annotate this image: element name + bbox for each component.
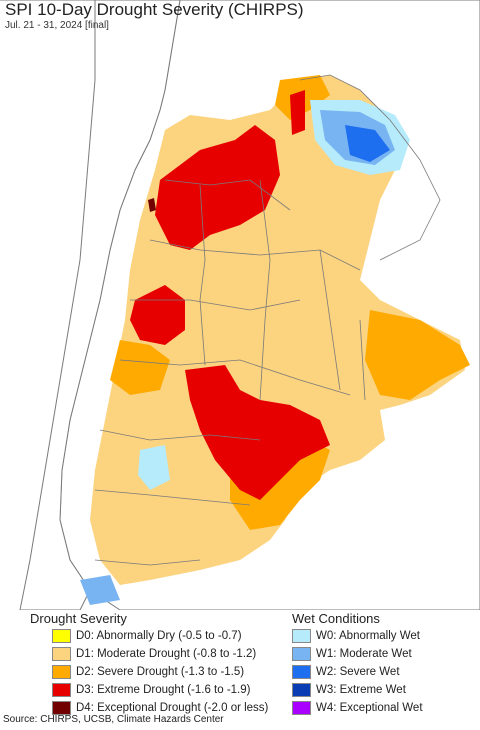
legend-label: D0: Abnormally Dry (-0.5 to -0.7) [76,630,242,642]
legend-label: D4: Exceptional Drought (-2.0 or less) [76,702,269,714]
legend-label: W3: Extreme Wet [316,684,406,696]
d3-region-northeast [290,90,305,135]
legend-swatch [52,701,71,715]
legend-item-w1: W1: Moderate Wet [292,645,423,663]
legend-swatch [52,629,71,643]
date-range: Jul. 21 - 31, 2024 [final] [5,20,109,31]
legend-label: W2: Severe Wet [316,666,400,678]
legend-item-w2: W2: Severe Wet [292,663,423,681]
legend-drought: D0: Abnormally Dry (-0.5 to -0.7) D1: Mo… [52,627,268,717]
d2-region-east [365,310,470,400]
d3-region-pampas [185,365,330,500]
w1-region-south [80,575,120,605]
chile-region [19,0,181,610]
legend-item-d2: D2: Severe Drought (-1.3 to -1.5) [52,663,268,681]
legend-swatch [292,629,311,643]
legend-item-d0: D0: Abnormally Dry (-0.5 to -0.7) [52,627,268,645]
d4-region [148,198,156,212]
legend-drought-title: Drought Severity [30,611,127,626]
legend-swatch [292,683,311,697]
legend-item-w3: W3: Extreme Wet [292,681,423,699]
legend-label: D1: Moderate Drought (-0.8 to -1.2) [76,648,257,660]
legend-item-d1: D1: Moderate Drought (-0.8 to -1.2) [52,645,268,663]
page-title: SPI 10-Day Drought Severity (CHIRPS) [5,0,304,19]
legend-item-w4: W4: Exceptional Wet [292,699,423,717]
legend-swatch [52,647,71,661]
legend-swatch [52,665,71,679]
legend-item-w0: W0: Abnormally Wet [292,627,423,645]
legend-swatch [292,647,311,661]
w2-region [345,125,390,162]
legend-swatch [52,683,71,697]
legend-label: W1: Moderate Wet [316,648,412,660]
legend-label: D2: Severe Drought (-1.3 to -1.5) [76,666,245,678]
w0-region-south [138,445,170,490]
legend-wet-title: Wet Conditions [292,611,380,626]
legend-item-d3: D3: Extreme Drought (-1.6 to -1.9) [52,681,268,699]
province-borders [94,74,441,566]
legend-swatch [292,701,311,715]
d3-region-north [155,125,280,250]
legend-swatch [292,665,311,679]
source-credit: Source: CHIRPS, UCSB, Climate Hazards Ce… [3,714,224,725]
drought-map [0,0,480,610]
legend-label: W0: Abnormally Wet [316,630,420,642]
d2-region-central [110,340,170,395]
legend-wet: W0: Abnormally Wet W1: Moderate Wet W2: … [292,627,423,717]
legend-label: D3: Extreme Drought (-1.6 to -1.9) [76,684,251,696]
legend-item-d4: D4: Exceptional Drought (-2.0 or less) [52,699,268,717]
legend-label: W4: Exceptional Wet [316,702,423,714]
